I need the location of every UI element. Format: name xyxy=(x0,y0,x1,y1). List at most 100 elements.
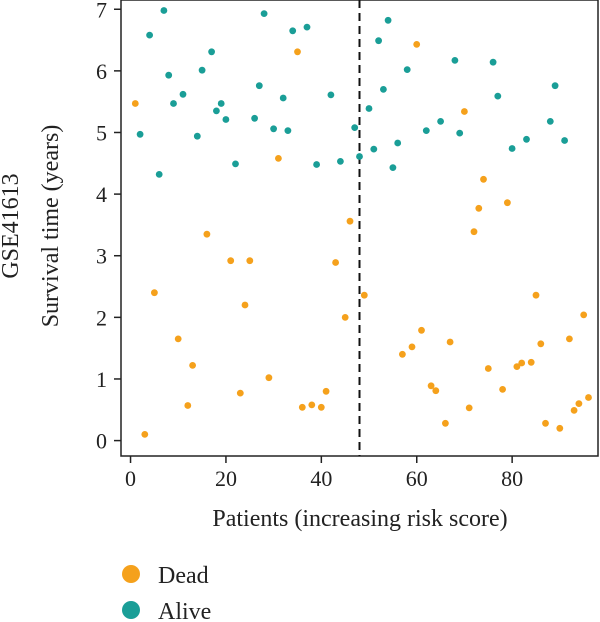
point-dead xyxy=(513,363,521,370)
point-alive xyxy=(403,66,411,73)
point-alive xyxy=(437,118,444,125)
point-alive xyxy=(551,82,559,90)
point-dead xyxy=(399,350,406,358)
point-alive xyxy=(198,66,206,74)
legend: Dead Alive xyxy=(122,563,211,622)
point-alive xyxy=(165,71,173,79)
point-dead xyxy=(442,419,449,427)
y-tick-label: 2 xyxy=(96,305,107,330)
point-alive xyxy=(260,10,268,17)
y-tick-label: 5 xyxy=(96,120,107,145)
point-dead xyxy=(566,335,573,343)
point-alive xyxy=(337,158,344,165)
y-tick-label: 1 xyxy=(96,367,107,392)
point-alive xyxy=(489,58,497,66)
point-dead xyxy=(341,314,349,321)
point-dead xyxy=(432,387,440,395)
point-dead xyxy=(480,175,487,183)
x-axis-label: Patients (increasing risk score) xyxy=(212,506,507,532)
point-dead xyxy=(294,48,301,56)
point-alive xyxy=(523,135,530,143)
point-dead xyxy=(346,217,354,225)
point-dead xyxy=(461,108,468,115)
point-dead xyxy=(556,424,564,432)
x-tick-label: 0 xyxy=(125,466,136,491)
point-dead xyxy=(131,100,139,107)
point-alive xyxy=(389,164,397,172)
x-tick-label: 40 xyxy=(310,466,332,491)
point-alive xyxy=(375,37,382,45)
point-alive xyxy=(313,161,320,168)
y-tick-label: 3 xyxy=(96,244,107,269)
point-alive xyxy=(193,132,201,140)
point-dead xyxy=(427,382,435,390)
point-dead xyxy=(236,389,244,397)
point-dead xyxy=(532,291,540,299)
point-alive xyxy=(146,31,154,39)
x-tick-label: 20 xyxy=(215,466,237,491)
point-alive xyxy=(561,137,568,144)
point-alive xyxy=(222,116,230,123)
point-dead xyxy=(475,204,483,212)
point-alive xyxy=(380,86,387,93)
data-points xyxy=(131,7,592,438)
legend-dead-marker xyxy=(122,565,140,583)
point-alive xyxy=(365,105,373,112)
point-dead xyxy=(308,401,316,409)
point-alive xyxy=(422,127,430,134)
point-dead xyxy=(518,359,526,367)
point-alive xyxy=(170,100,177,107)
point-dead xyxy=(241,301,249,309)
point-dead xyxy=(265,374,273,382)
point-alive xyxy=(327,91,335,99)
point-alive xyxy=(208,48,216,56)
point-dead xyxy=(446,338,454,346)
point-dead xyxy=(542,419,549,427)
point-alive xyxy=(351,124,359,131)
point-alive xyxy=(494,92,502,100)
point-alive xyxy=(356,153,363,160)
x-tick-label: 80 xyxy=(501,466,523,491)
point-alive xyxy=(303,23,311,31)
point-alive xyxy=(451,57,459,64)
point-dead xyxy=(408,343,416,351)
point-dead xyxy=(227,257,235,265)
point-dead xyxy=(203,230,211,238)
point-dead xyxy=(246,257,254,265)
point-dead xyxy=(184,402,192,409)
point-dead xyxy=(527,358,535,366)
point-alive xyxy=(179,90,187,98)
point-alive xyxy=(508,145,516,152)
point-dead xyxy=(360,291,368,299)
point-dead xyxy=(189,362,197,369)
y-tick-label: 7 xyxy=(96,0,107,22)
y-tick-label: 6 xyxy=(96,59,107,84)
point-dead xyxy=(174,335,182,343)
point-alive xyxy=(136,130,144,138)
point-alive xyxy=(279,94,287,102)
point-alive xyxy=(284,127,292,134)
point-dead xyxy=(413,41,421,48)
point-dead xyxy=(418,326,425,334)
point-alive xyxy=(160,7,168,14)
point-alive xyxy=(217,100,225,107)
point-alive xyxy=(232,160,239,168)
legend-alive-marker xyxy=(122,601,140,619)
point-dead xyxy=(322,387,330,395)
point-dead xyxy=(275,155,282,162)
point-dead xyxy=(141,431,149,438)
x-tick-label: 60 xyxy=(406,466,428,491)
point-alive xyxy=(546,118,554,125)
point-dead xyxy=(317,403,325,411)
point-dead xyxy=(470,228,478,236)
point-dead xyxy=(537,340,545,348)
point-dead xyxy=(151,289,158,297)
point-alive xyxy=(155,171,163,178)
point-alive xyxy=(289,27,297,35)
y-axis-ticks: 0 1 2 3 4 5 6 7 xyxy=(96,0,121,454)
point-dead xyxy=(332,259,339,266)
x-axis-ticks: 0 20 40 60 80 xyxy=(125,456,523,491)
point-dead xyxy=(585,394,592,401)
point-dead xyxy=(298,403,306,411)
